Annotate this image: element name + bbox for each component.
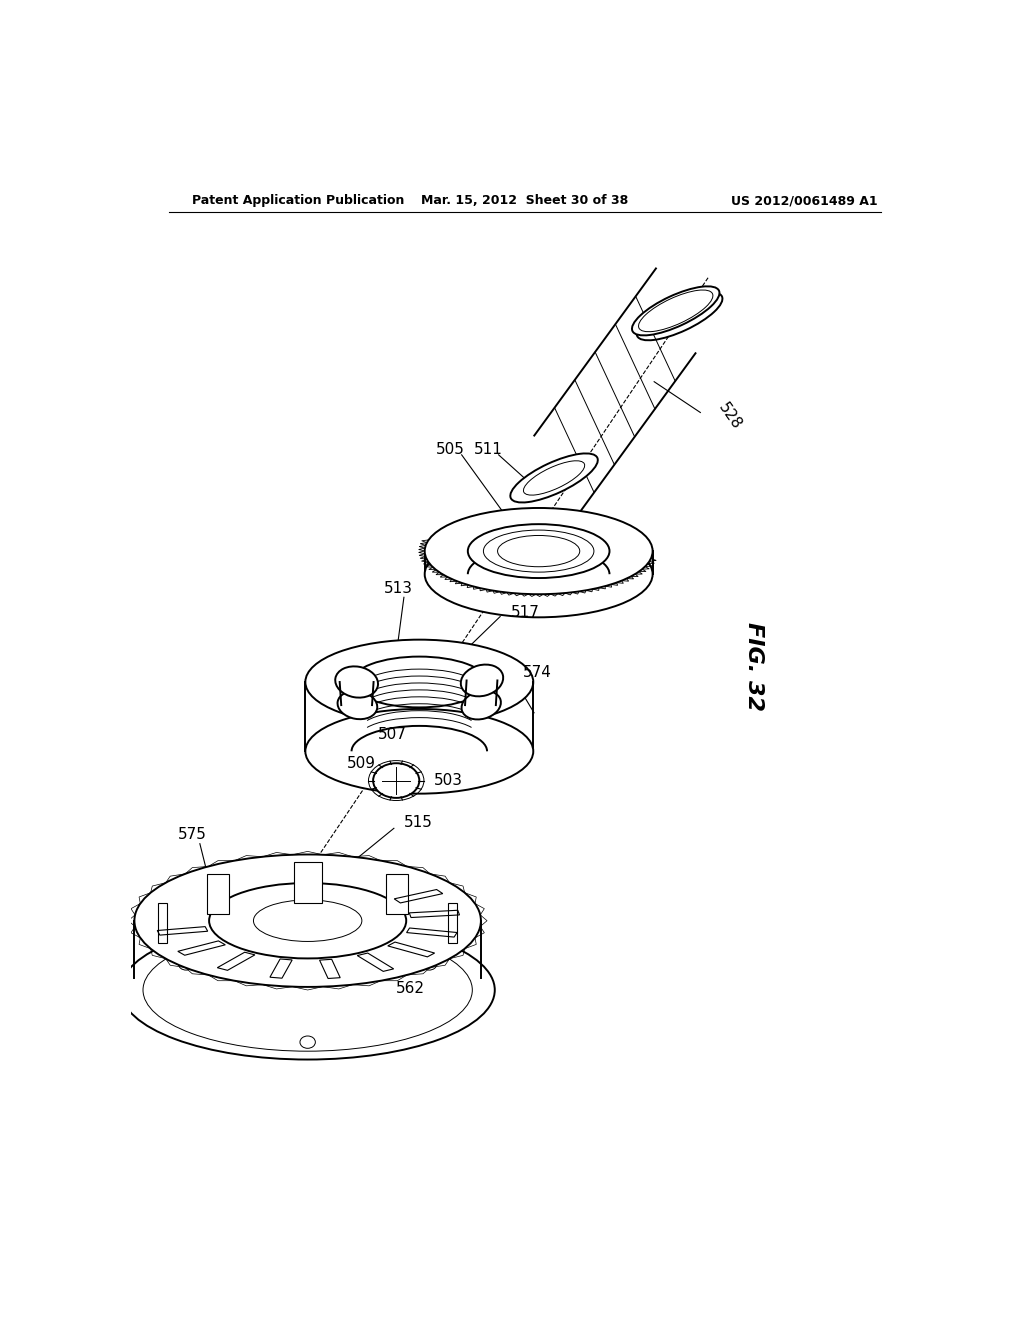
Text: 528: 528 xyxy=(716,400,744,433)
Text: US 2012/0061489 A1: US 2012/0061489 A1 xyxy=(731,194,878,207)
Ellipse shape xyxy=(483,531,594,572)
Text: Patent Application Publication: Patent Application Publication xyxy=(193,194,404,207)
Text: 517: 517 xyxy=(511,605,540,620)
Polygon shape xyxy=(207,874,229,913)
Ellipse shape xyxy=(121,920,495,1060)
Text: 575: 575 xyxy=(178,826,207,842)
Ellipse shape xyxy=(523,461,585,495)
Ellipse shape xyxy=(510,453,598,503)
Ellipse shape xyxy=(178,958,194,970)
Text: FIG. 32: FIG. 32 xyxy=(744,622,764,711)
Ellipse shape xyxy=(462,690,501,719)
Ellipse shape xyxy=(143,929,472,1051)
Ellipse shape xyxy=(335,667,378,698)
Ellipse shape xyxy=(134,854,481,987)
Ellipse shape xyxy=(300,1036,315,1048)
Text: Mar. 15, 2012  Sheet 30 of 38: Mar. 15, 2012 Sheet 30 of 38 xyxy=(421,194,629,207)
Text: 574: 574 xyxy=(523,665,552,680)
Ellipse shape xyxy=(639,290,713,331)
Ellipse shape xyxy=(254,900,361,941)
Ellipse shape xyxy=(461,664,503,697)
Ellipse shape xyxy=(351,656,487,708)
Text: 505: 505 xyxy=(435,442,465,457)
Ellipse shape xyxy=(498,536,580,566)
Polygon shape xyxy=(294,862,322,903)
Polygon shape xyxy=(386,874,409,913)
Ellipse shape xyxy=(425,508,652,594)
Text: 503: 503 xyxy=(434,774,463,788)
Ellipse shape xyxy=(422,958,437,970)
Ellipse shape xyxy=(305,709,534,793)
Polygon shape xyxy=(159,903,167,942)
Ellipse shape xyxy=(373,763,419,797)
Ellipse shape xyxy=(468,524,609,578)
Text: 507: 507 xyxy=(378,727,407,742)
Text: 511: 511 xyxy=(474,442,503,457)
Polygon shape xyxy=(449,903,457,942)
Ellipse shape xyxy=(209,883,407,958)
Ellipse shape xyxy=(632,286,720,335)
Ellipse shape xyxy=(305,640,534,725)
Text: 513: 513 xyxy=(384,581,413,595)
Ellipse shape xyxy=(338,690,377,719)
Ellipse shape xyxy=(425,531,652,618)
Text: 562: 562 xyxy=(396,981,425,997)
Text: 515: 515 xyxy=(403,816,433,830)
Text: 509: 509 xyxy=(347,756,376,771)
Ellipse shape xyxy=(637,292,723,341)
